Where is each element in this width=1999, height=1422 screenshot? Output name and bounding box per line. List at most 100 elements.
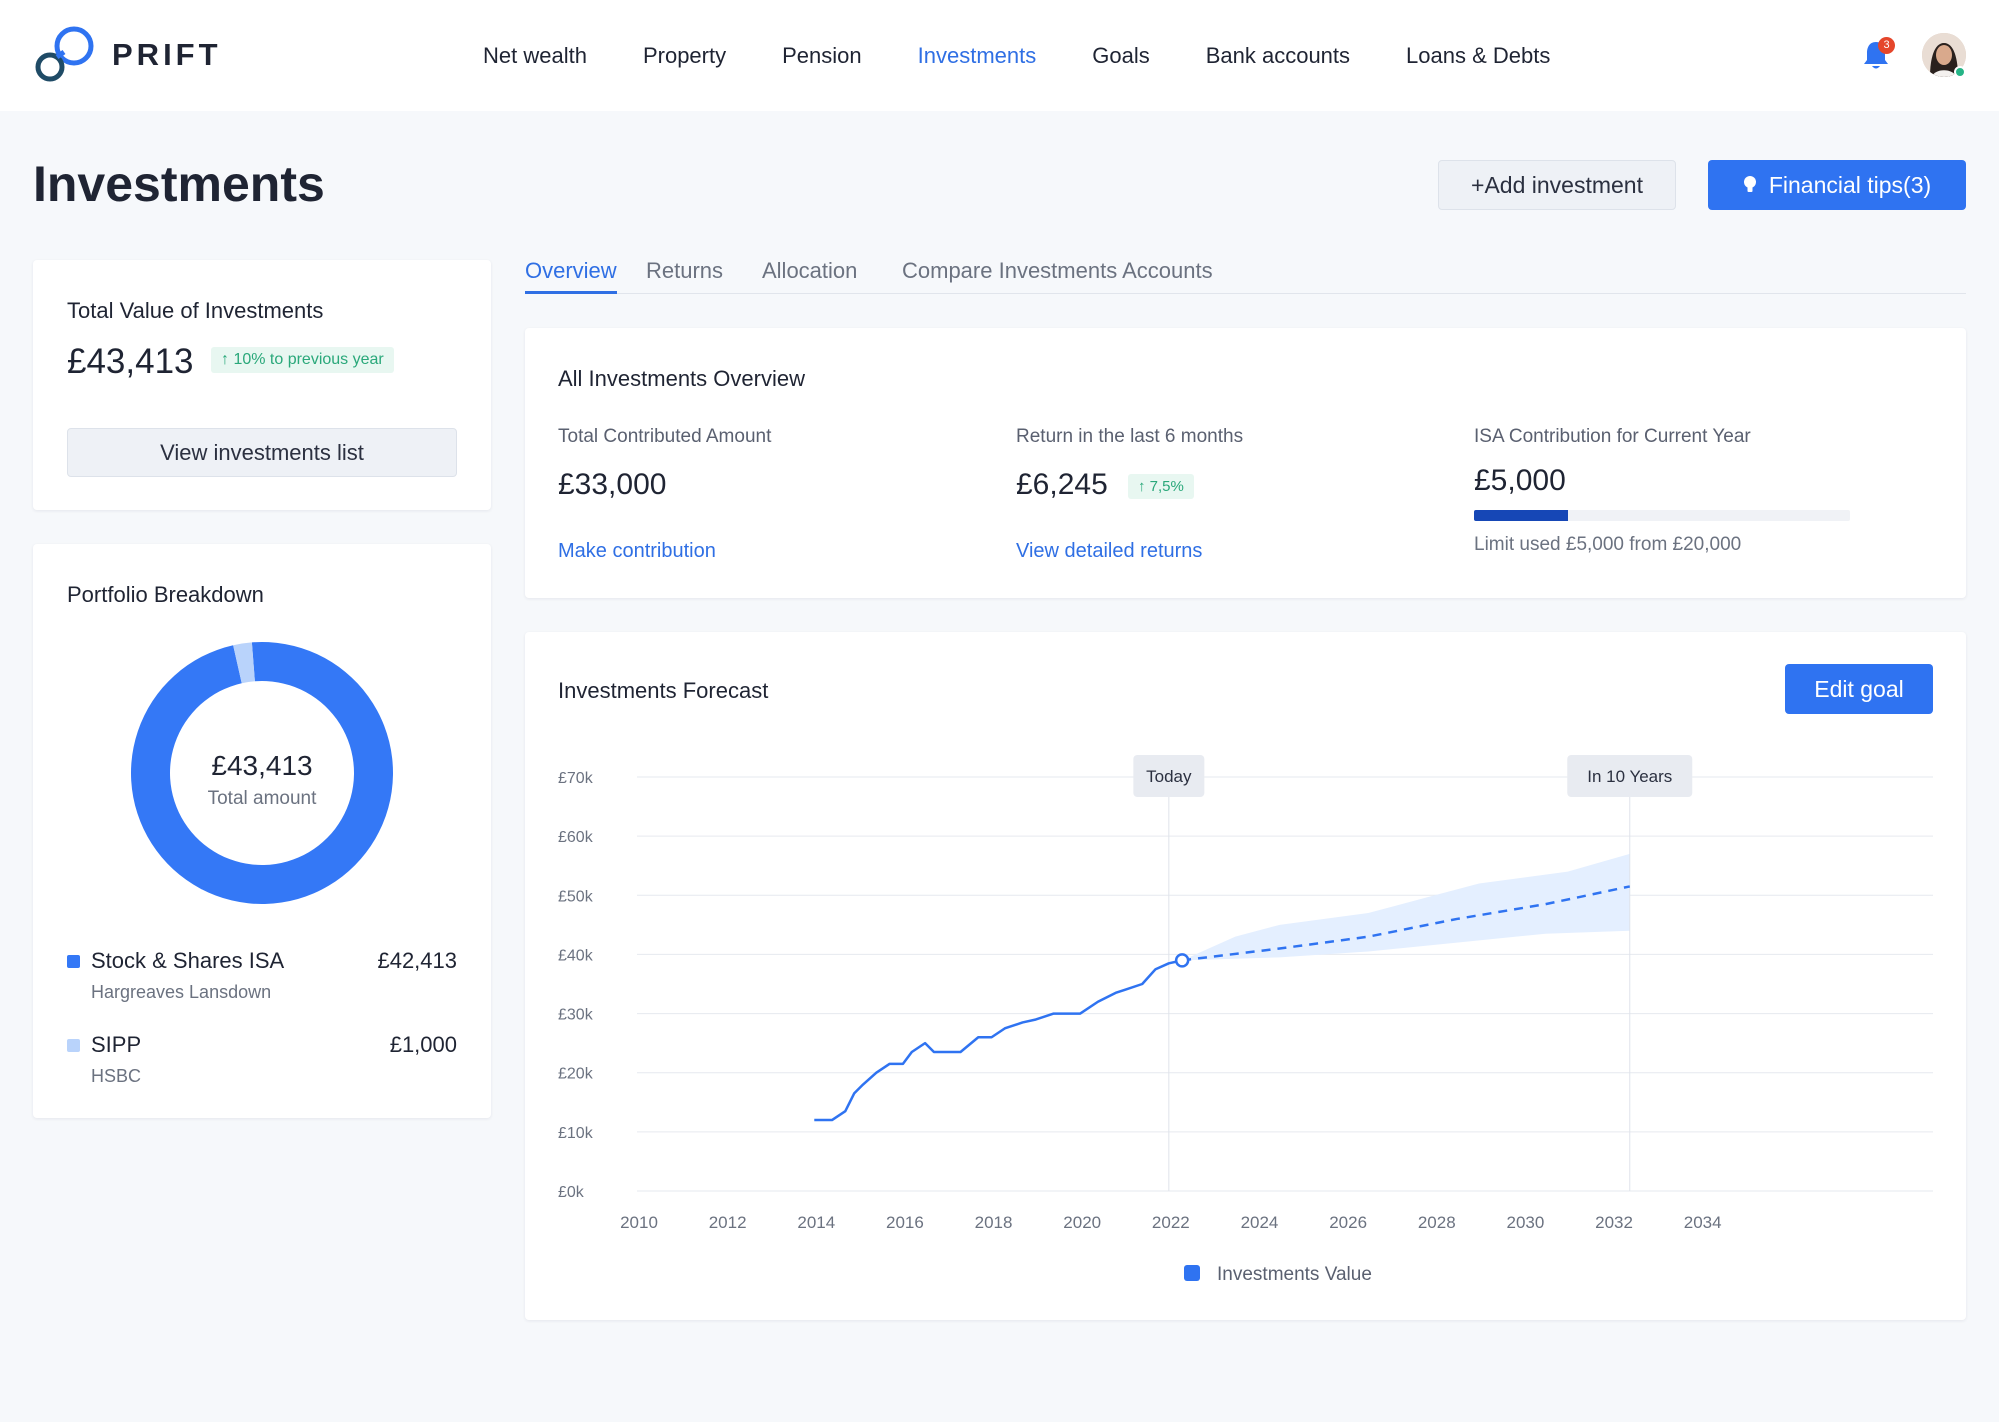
lightbulb-icon [1743,176,1756,192]
forecast-range-band [1182,853,1630,961]
marker-label: In 10 Years [1587,767,1672,786]
nav-item-loans-debts[interactable]: Loans & Debts [1406,42,1551,68]
total-value-label: Total Value of Investments [67,298,324,323]
contributed-block: Total Contributed Amount £33,000 Make co… [558,426,978,586]
nav-item-property[interactable]: Property [642,42,727,68]
isa-title: ISA Contribution for Current Year [1474,426,1751,447]
returns-title: Return in the last 6 months [1016,426,1244,447]
forecast-label: Investments Forecast [558,678,769,703]
donut-slice-1 [233,642,255,684]
x-tick-label: 2018 [975,1213,1013,1232]
x-tick-label: 2010 [620,1213,658,1232]
investments-tabs: Overview Returns Allocation Compare Inve… [525,258,1966,294]
portfolio-item-value: £1,000 [389,1032,457,1057]
donut-center-caption: Total amount [207,788,317,809]
legend-swatch [1184,1265,1200,1281]
portfolio-item-name: Stock & Shares ISA [91,948,285,973]
x-tick-label: 2028 [1418,1213,1456,1232]
add-investment-button[interactable]: +Add investment [1438,160,1676,210]
isa-limit-text: Limit used £5,000 from £20,000 [1474,534,1742,555]
returns-block: Return in the last 6 months £6,245 ↑ 7,5… [1016,426,1436,586]
online-status-dot [1954,66,1966,78]
y-tick-label: £30k [558,1007,594,1024]
y-tick-label: £50k [558,888,594,905]
investments-value-line [814,959,1183,1122]
portfolio-item-isa[interactable]: Stock & Shares ISA Hargreaves Lansdown £… [67,948,457,1018]
view-detailed-returns-link[interactable]: View detailed returns [1016,540,1203,562]
contributed-title: Total Contributed Amount [558,426,772,447]
x-tick-label: 2024 [1241,1213,1279,1232]
y-tick-label: £70k [558,770,594,787]
donut-center-value: £43,413 [211,750,313,781]
investments-forecast-chart: £70k £60k £50k £40k £30k £20k £10k £0k 2010 2012 2… [558,755,1933,1285]
nav-item-investments[interactable]: Investments [917,42,1037,68]
y-tick-label: £0k [558,1184,585,1201]
portfolio-item-value: £42,413 [377,948,457,973]
forecast-series-line [1181,885,1631,962]
today-value-point [1174,953,1190,968]
view-investments-list-button[interactable]: View investments list [67,428,457,477]
portfolio-item-name: SIPP [91,1032,142,1057]
nav-item-goals[interactable]: Goals [1092,42,1150,68]
x-tick-label: 2020 [1063,1213,1101,1232]
portfolio-breakdown-label: Portfolio Breakdown [67,582,264,607]
notification-count-badge: 3 [1878,37,1895,54]
y-tick-label: £10k [558,1125,594,1142]
x-tick-label: 2030 [1506,1213,1544,1232]
portfolio-item-sipp[interactable]: SIPP HSBC £1,000 [67,1032,457,1102]
marker-label: Today [1146,767,1192,786]
all-investments-overview-card: All Investments Overview Total Contribut… [525,328,1966,598]
marker-label-bg [1133,755,1205,797]
total-value-amount: £43,413 [67,342,194,381]
page-title: Investments [33,156,325,212]
portfolio-item-provider: HSBC [91,1066,142,1086]
donut-slice-0 [131,642,393,904]
tab-compare-investments-accounts[interactable]: Compare Investments Accounts [902,258,1213,283]
nav-item-net-wealth[interactable]: Net wealth [483,42,587,68]
financial-tips-button[interactable]: Financial tips(3) [1708,160,1966,210]
x-tick-label: 2012 [709,1213,747,1232]
isa-block: ISA Contribution for Current Year £5,000… [1474,426,1894,586]
total-value-card: Total Value of Investments £43,413 ↑ 10%… [33,260,491,510]
overview-label: All Investments Overview [558,366,805,391]
brand-name: PRIFT [112,37,222,72]
nav-item-bank-accounts[interactable]: Bank accounts [1205,42,1351,68]
x-tick-label: 2034 [1684,1213,1722,1232]
tab-returns[interactable]: Returns [646,258,724,283]
portfolio-donut-chart [131,642,393,904]
y-tick-label: £60k [558,829,594,846]
portfolio-breakdown-card: Portfolio Breakdown £43,413 Total amount… [33,544,491,1118]
y-tick-label: £40k [558,947,594,964]
contributed-value: £33,000 [558,468,667,501]
y-tick-label: £20k [558,1066,594,1083]
isa-value: £5,000 [1474,464,1566,497]
returns-value: £6,245 [1016,468,1108,501]
logo-mark-icon [35,26,94,82]
x-tick-label: 2016 [886,1213,924,1232]
x-tick-label: 2026 [1329,1213,1367,1232]
user-photo-icon [1922,33,1966,77]
tab-overview[interactable]: Overview [525,258,617,294]
isa-color-swatch [67,955,80,968]
nav-item-pension[interactable]: Pension [782,42,862,68]
x-tick-label: 2014 [797,1213,835,1232]
prift-logo[interactable]: PRIFT [30,22,250,88]
isa-progress-bar [1474,510,1850,521]
main-nav: Net wealth Property Pension Investments … [455,0,1578,111]
sipp-color-swatch [67,1039,80,1052]
isa-progress-fill [1474,510,1568,521]
x-tick-label: 2022 [1152,1213,1190,1232]
make-contribution-link[interactable]: Make contribution [558,540,716,562]
user-avatar[interactable] [1922,33,1966,77]
financial-tips-label: Financial tips(3) [1768,171,1932,198]
x-tick-label: 2032 [1595,1213,1633,1232]
returns-change-badge: ↑ 7,5% [1128,474,1194,499]
marker-label-bg [1567,755,1693,797]
portfolio-item-provider: Hargreaves Lansdown [91,982,272,1002]
legend-label: Investments Value [1217,1264,1372,1285]
year-change-badge: ↑ 10% to previous year [211,347,394,373]
investments-forecast-card: Investments Forecast Edit goal £70k £60k £… [525,632,1966,1320]
edit-goal-button[interactable]: Edit goal [1785,664,1933,714]
top-navigation-bar: PRIFT Net wealth Property Pension Invest… [0,0,1999,111]
tab-allocation[interactable]: Allocation [762,258,858,283]
